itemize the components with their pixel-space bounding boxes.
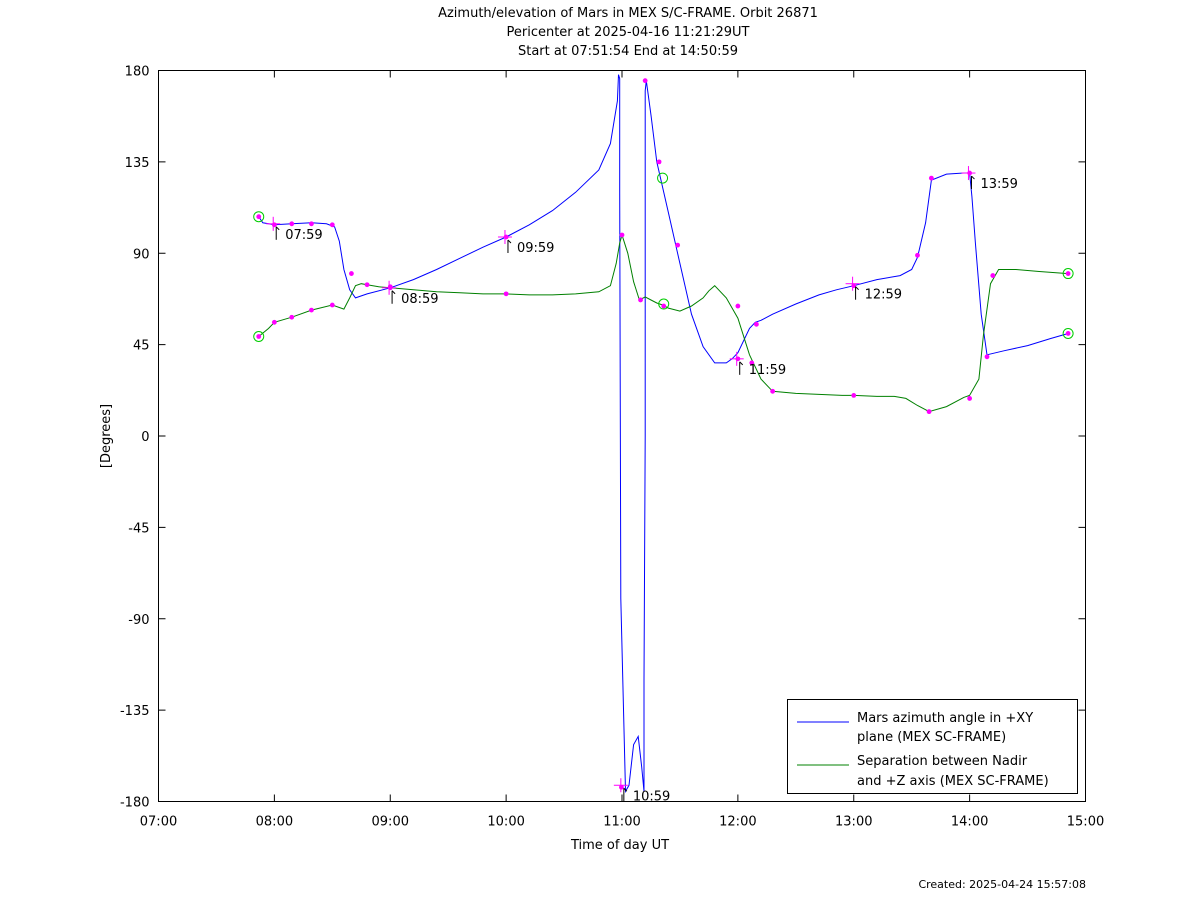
- separation-point: [990, 273, 996, 278]
- plot-frame: [158, 70, 1086, 802]
- hour-pointer-tick: [391, 290, 396, 295]
- azimuth-point: [271, 222, 277, 228]
- azimuth-point: [675, 242, 681, 248]
- separation-point: [289, 314, 295, 320]
- chart-title-line-3: Start at 07:51:54 End at 14:50:59: [518, 44, 738, 59]
- azimuth-point: [915, 252, 920, 258]
- hour-annotation-label: 13:59: [980, 177, 1017, 192]
- created-timestamp: Created: 2025-04-24 15:57:08: [918, 878, 1086, 891]
- hour-pointer-tick: [971, 175, 975, 180]
- x-tick-label: 10:00: [487, 815, 524, 830]
- legend-label-azimuth-line-2: plane (MEX SC-FRAME): [857, 730, 1006, 745]
- hour-pointer-tick: [623, 787, 628, 792]
- x-tick-label: 15:00: [1067, 815, 1104, 830]
- separation-point: [329, 302, 335, 308]
- x-tick-label: 11:00: [603, 815, 640, 830]
- y-tick-label: 135: [125, 156, 150, 171]
- separation-point: [926, 409, 932, 415]
- plot-area: 07:00 08:00 09:00 10:00 11:00 12:00 13:00 14:00…: [120, 65, 1104, 830]
- y-tick-label: 90: [133, 247, 150, 262]
- separation-point: [364, 282, 370, 288]
- hour-pointer-tick: [855, 286, 859, 291]
- legend-box: [787, 699, 1078, 794]
- y-tick-label: 0: [141, 430, 149, 445]
- y-tick-label: -90: [128, 613, 149, 628]
- hour-annotation-label: 09:59: [517, 241, 554, 256]
- endpoint-circle-marker: [1062, 268, 1074, 280]
- hour-annotation-label: 11:59: [749, 363, 786, 378]
- chart-title-line-2: Pericenter at 2025-04-16 11:21:29UT: [506, 25, 749, 40]
- separation-point: [1065, 271, 1071, 276]
- separation-point: [387, 284, 393, 290]
- separation-point: [619, 232, 625, 238]
- hour-annotation-label: 10:59: [633, 789, 670, 804]
- hour-pointer-tick: [275, 226, 280, 231]
- separation-point: [770, 388, 776, 394]
- separation-point: [749, 360, 755, 366]
- legend-label-azimuth-line-1: Mars azimuth angle in +XY: [857, 711, 1033, 726]
- chart-title-line-1: Azimuth/elevation of Mars in MEX S/C-FRA…: [438, 6, 818, 21]
- azimuth-point: [656, 159, 662, 165]
- y-tick-label: 180: [125, 65, 150, 80]
- separation-point: [735, 303, 741, 309]
- azimuth-point: [928, 175, 934, 181]
- azimuth-point: [289, 221, 295, 227]
- separation-point: [661, 303, 667, 309]
- azimuth-point: [309, 221, 314, 227]
- x-tick-label: 09:00: [372, 815, 409, 830]
- endpoint-circle-marker: [1062, 327, 1074, 339]
- separation-point: [638, 297, 643, 303]
- y-tick-label: 45: [133, 339, 150, 354]
- endpoint-circle-marker: [253, 211, 265, 223]
- x-tick-label: 08:00: [256, 815, 293, 830]
- separation-point: [271, 319, 277, 325]
- separation-point: [256, 334, 262, 339]
- separation-point: [967, 396, 973, 401]
- x-tick-label: 07:00: [140, 815, 177, 830]
- azimuth-series-line: [258, 74, 1069, 794]
- y-tick-label: -135: [120, 704, 150, 719]
- x-axis-label: Time of day UT: [570, 838, 669, 853]
- azimuth-point: [256, 214, 262, 220]
- hour-pointer-tick: [739, 361, 744, 366]
- separation-point: [851, 392, 857, 398]
- y-tick-label: -45: [128, 521, 149, 536]
- azimuth-point: [984, 354, 990, 360]
- hour-pointer-tick: [507, 239, 512, 244]
- hour-annotation-label: 08:59: [401, 292, 438, 307]
- azimuth-point: [619, 784, 624, 790]
- hour-annotation-label: 07:59: [285, 228, 322, 243]
- azimuth-point: [1065, 331, 1071, 336]
- x-tick-label: 14:00: [951, 815, 988, 830]
- separation-point: [309, 307, 314, 313]
- endpoint-circle-marker: [657, 172, 669, 184]
- azimuth-point: [349, 271, 354, 276]
- legend: Mars azimuth angle in +XY plane (MEX SC-…: [787, 699, 1078, 794]
- legend-label-separation-line-1: Separation between Nadir: [857, 754, 1028, 769]
- y-axis-label: [Degrees]: [99, 404, 114, 468]
- hour-annotation-label: 12:59: [865, 288, 902, 303]
- endpoint-circle-marker: [658, 298, 670, 310]
- legend-label-separation-line-2: and +Z axis (MEX SC-FRAME): [857, 774, 1049, 789]
- x-tick-label: 13:00: [835, 815, 872, 830]
- azimuth-point: [642, 78, 648, 84]
- azimuth-point: [329, 222, 335, 228]
- separation-series-line: [258, 233, 1069, 413]
- y-tick-label: -180: [120, 796, 150, 811]
- endpoint-circle-marker: [253, 331, 265, 343]
- separation-point: [503, 291, 509, 297]
- x-tick-label: 12:00: [719, 815, 756, 830]
- azimuth-point: [754, 321, 759, 327]
